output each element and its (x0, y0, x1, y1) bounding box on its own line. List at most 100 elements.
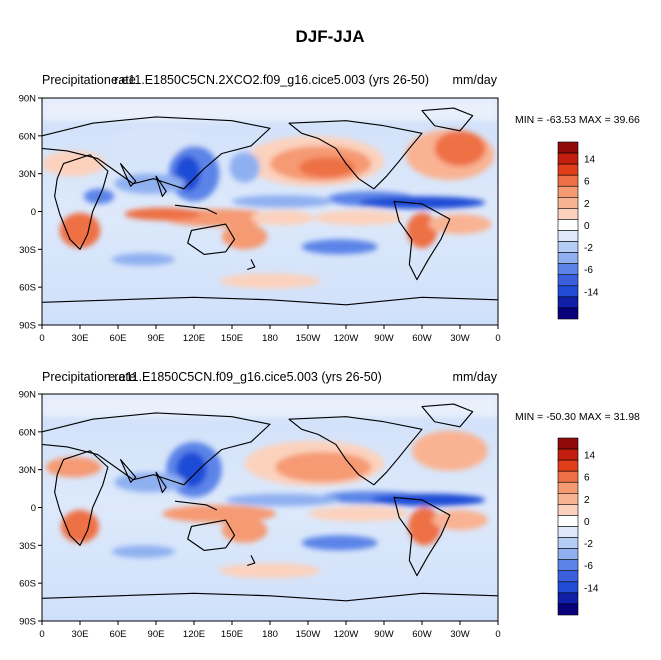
panel-2-map (42, 394, 498, 621)
panel-1-run-label: e.e11.E1850C5CN.2XCO2.f09_g16.cice5.003 … (111, 73, 429, 87)
colorbar-swatch (557, 185, 579, 198)
colorbar-swatch (557, 296, 579, 309)
lon-tick-label: 60E (110, 629, 127, 640)
panel-1-map (42, 98, 498, 325)
lat-tick-label: 0 (31, 207, 36, 218)
lon-tick-label: 0 (495, 629, 500, 640)
colorbar-label: 2 (584, 495, 590, 506)
lon-tick-label: 60W (412, 629, 432, 640)
colorbar-swatch (557, 470, 579, 483)
panel-2-variable-title: Precipitation rate (42, 370, 136, 384)
lon-tick-label: 30E (72, 629, 89, 640)
lon-tick-label: 150E (221, 333, 243, 344)
colorbar-swatch (557, 515, 579, 527)
colorbar-swatch (557, 559, 579, 572)
panel-1: Precipitation rate e.e11.E1850C5CN.2XCO2… (19, 73, 640, 344)
colorbar-label: 6 (584, 473, 590, 484)
panel-1-colorbar: 14 6 2 0 -2 -6 -14 (557, 141, 599, 320)
colorbar-swatch (557, 459, 579, 472)
colorbar-label: 14 (584, 155, 596, 166)
colorbar-swatch (557, 252, 579, 264)
lat-tick-label: 60S (19, 283, 36, 294)
colorbar-swatch (557, 437, 579, 450)
panel-2-units: mm/day (453, 370, 498, 384)
lon-tick-label: 90W (374, 333, 394, 344)
colorbar-swatch (557, 481, 579, 494)
colorbar-label: -6 (584, 265, 593, 276)
colorbar-swatch (557, 493, 579, 505)
lat-tick-label: 0 (31, 503, 36, 514)
lat-tick-label: 90S (19, 617, 36, 628)
colorbar-swatch (557, 603, 579, 616)
colorbar-swatch (557, 263, 579, 276)
colorbar-swatch (557, 592, 579, 605)
colorbar-swatch (557, 504, 579, 516)
colorbar-swatch (557, 537, 579, 549)
panel-1-lat-axis: 90N 60N 30N 0 30S 60S 90S (19, 94, 42, 332)
lat-tick-label: 30S (19, 245, 36, 256)
colorbar-swatch (557, 163, 579, 176)
panel-2-colorbar: 14 6 2 0 -2 -6 -14 (557, 437, 599, 616)
lon-tick-label: 60E (110, 333, 127, 344)
panel-2-lat-axis: 90N 60N 30N 0 30S 60S 90S (19, 390, 42, 628)
colorbar-swatch (557, 581, 579, 594)
panel-2-lon-axis: 0 30E 60E 90E 120E 150E 180 150W 120W 90W 60W 30W 0 (39, 621, 501, 640)
panel-2-run-label: e.e11.E1850C5CN.f09_g16.cice5.003 (yrs 2… (108, 370, 382, 384)
colorbar-swatch (557, 448, 579, 461)
main-title: DJF-JJA (296, 27, 365, 46)
colorbar-swatch (557, 274, 579, 287)
lon-tick-label: 0 (39, 629, 44, 640)
lat-tick-label: 90N (19, 94, 37, 105)
colorbar-label: 14 (584, 451, 596, 462)
colorbar-swatch (557, 152, 579, 165)
panel-1-units: mm/day (453, 73, 498, 87)
lat-tick-label: 60S (19, 579, 36, 590)
colorbar-swatch (557, 208, 579, 220)
colorbar-swatch (557, 526, 579, 538)
colorbar-swatch (557, 197, 579, 209)
lon-tick-label: 150W (296, 629, 321, 640)
lon-tick-label: 0 (39, 333, 44, 344)
panel-1-stats: MIN = -63.53 MAX = 39.66 (515, 114, 640, 126)
lon-tick-label: 30E (72, 333, 89, 344)
lon-tick-label: 180 (262, 333, 278, 344)
lat-tick-label: 30N (19, 465, 37, 476)
lon-tick-label: 120W (334, 629, 359, 640)
colorbar-label: -2 (584, 243, 593, 254)
lon-tick-label: 90E (148, 333, 165, 344)
lon-tick-label: 90E (148, 629, 165, 640)
lat-tick-label: 30S (19, 541, 36, 552)
lon-tick-label: 180 (262, 629, 278, 640)
colorbar-label: -6 (584, 561, 593, 572)
lon-tick-label: 120W (334, 333, 359, 344)
colorbar-swatch (557, 548, 579, 560)
panel-2: Precipitation rate e.e11.E1850C5CN.f09_g… (19, 370, 640, 640)
panel-1-variable-title: Precipitation rate (42, 73, 136, 87)
lon-tick-label: 0 (495, 333, 500, 344)
lat-tick-label: 30N (19, 169, 37, 180)
colorbar-swatch (557, 570, 579, 583)
lon-tick-label: 60W (412, 333, 432, 344)
colorbar-swatch (557, 174, 579, 187)
panel-2-stats: MIN = -50.30 MAX = 31.98 (515, 411, 640, 423)
lon-tick-label: 120E (183, 629, 205, 640)
colorbar-label: -14 (584, 583, 599, 594)
lat-tick-label: 90S (19, 321, 36, 332)
colorbar-label: 6 (584, 177, 590, 188)
lon-tick-label: 30W (450, 333, 470, 344)
colorbar-swatch (557, 219, 579, 231)
colorbar-label: 2 (584, 199, 590, 210)
lat-tick-label: 60N (19, 427, 37, 438)
lon-tick-label: 30W (450, 629, 470, 640)
lon-tick-label: 120E (183, 333, 205, 344)
lon-tick-label: 150E (221, 629, 243, 640)
colorbar-label: -2 (584, 539, 593, 550)
colorbar-swatch (557, 285, 579, 298)
colorbar-label: 0 (584, 517, 590, 528)
colorbar-swatch (557, 141, 579, 154)
panel-1-lon-axis: 0 30E 60E 90E 120E 150E 180 150W 120W 90W 60W 30W 0 (39, 325, 501, 344)
lon-tick-label: 90W (374, 629, 394, 640)
lon-tick-label: 150W (296, 333, 321, 344)
colorbar-swatch (557, 241, 579, 253)
